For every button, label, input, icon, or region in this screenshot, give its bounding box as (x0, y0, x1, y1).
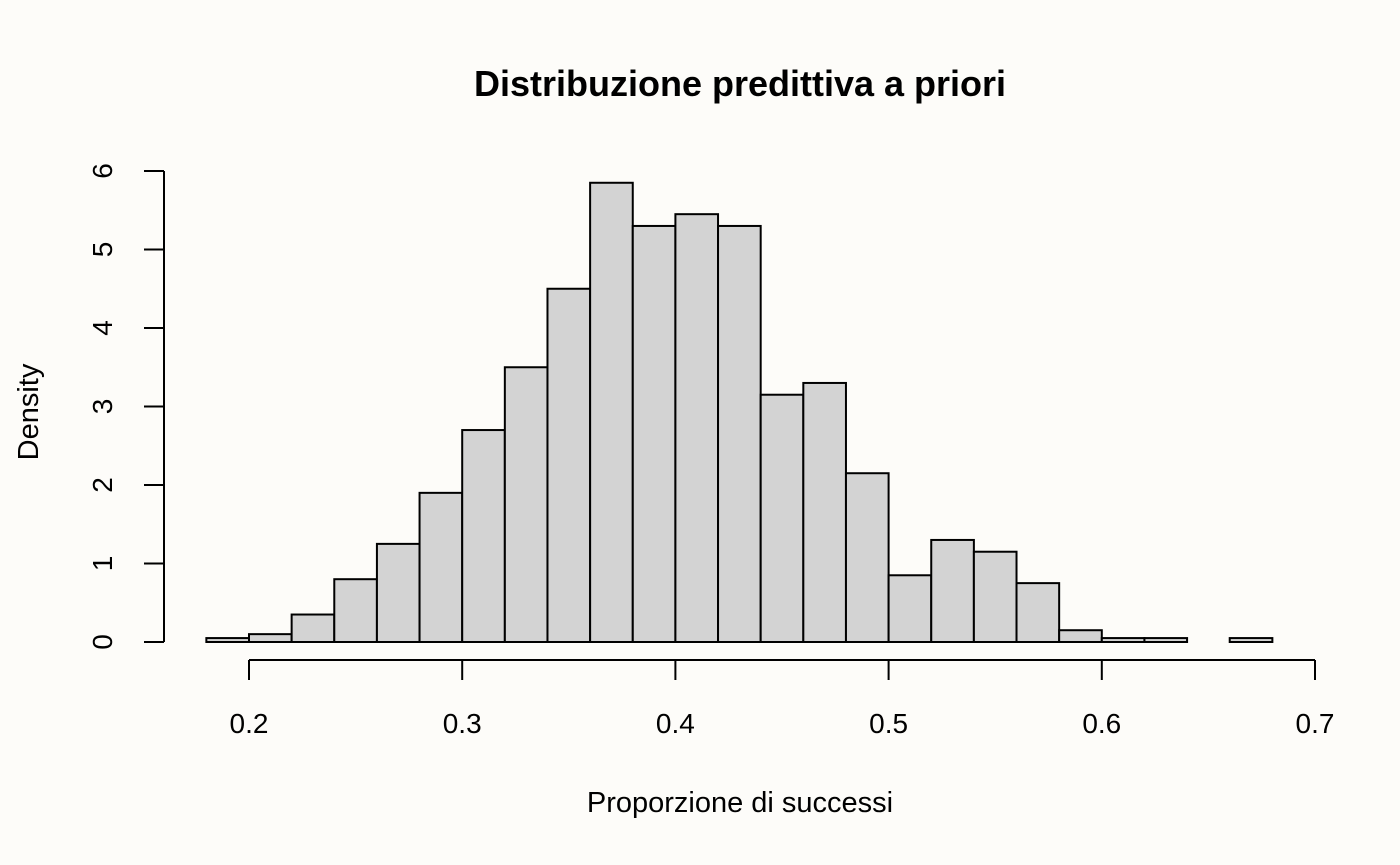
histogram-bar (375, 542, 421, 643)
histogram-bar (972, 550, 1018, 643)
histogram-bar (418, 491, 464, 643)
bars-group (205, 181, 1274, 644)
histogram-bar (333, 578, 378, 644)
x-tick-label: 0.7 (1296, 708, 1335, 739)
histogram-bar (887, 574, 933, 644)
histogram-bar (589, 181, 634, 643)
histogram-bar (1100, 637, 1146, 644)
histogram-bar (631, 224, 677, 643)
histogram-bar (248, 633, 293, 644)
histogram-bar (290, 613, 336, 644)
histogram-bar (1143, 637, 1189, 644)
x-axis: 0.2 0.3 0.4 0.5 0.6 0.7 (230, 659, 1335, 739)
x-tick-label: 0.4 (656, 708, 695, 739)
x-tick-label: 0.5 (869, 708, 908, 739)
y-axis: 0 1 2 3 4 5 6 (87, 163, 165, 650)
histogram-bar (759, 393, 805, 643)
histogram-bar (674, 213, 720, 644)
x-tick-label: 0.6 (1082, 708, 1121, 739)
y-tick-label: 2 (87, 477, 118, 493)
histogram-bar (844, 472, 890, 643)
y-tick-label: 6 (87, 163, 118, 179)
histogram-bar (1058, 629, 1103, 643)
y-tick-label: 1 (87, 556, 118, 572)
histogram-bar (1228, 637, 1274, 644)
chart-title: Distribuzione predittiva a priori (474, 63, 1006, 104)
histogram-bar (1015, 582, 1061, 643)
x-tick-label: 0.2 (230, 708, 269, 739)
histogram-bar (205, 637, 250, 644)
histogram-bar (546, 287, 592, 643)
histogram-bar (717, 224, 762, 643)
y-axis-label: Density (13, 363, 45, 460)
y-tick-label: 5 (87, 242, 118, 258)
y-tick-label: 0 (87, 634, 118, 650)
histogram-bar (802, 381, 847, 643)
x-tick-label: 0.3 (443, 708, 482, 739)
x-axis-label: Proporzione di successi (587, 787, 893, 819)
histogram-bar (461, 429, 506, 643)
y-tick-label: 3 (87, 399, 118, 415)
y-tick-label: 4 (87, 320, 118, 336)
histogram-bar (930, 538, 975, 644)
histogram-bar (503, 366, 549, 643)
